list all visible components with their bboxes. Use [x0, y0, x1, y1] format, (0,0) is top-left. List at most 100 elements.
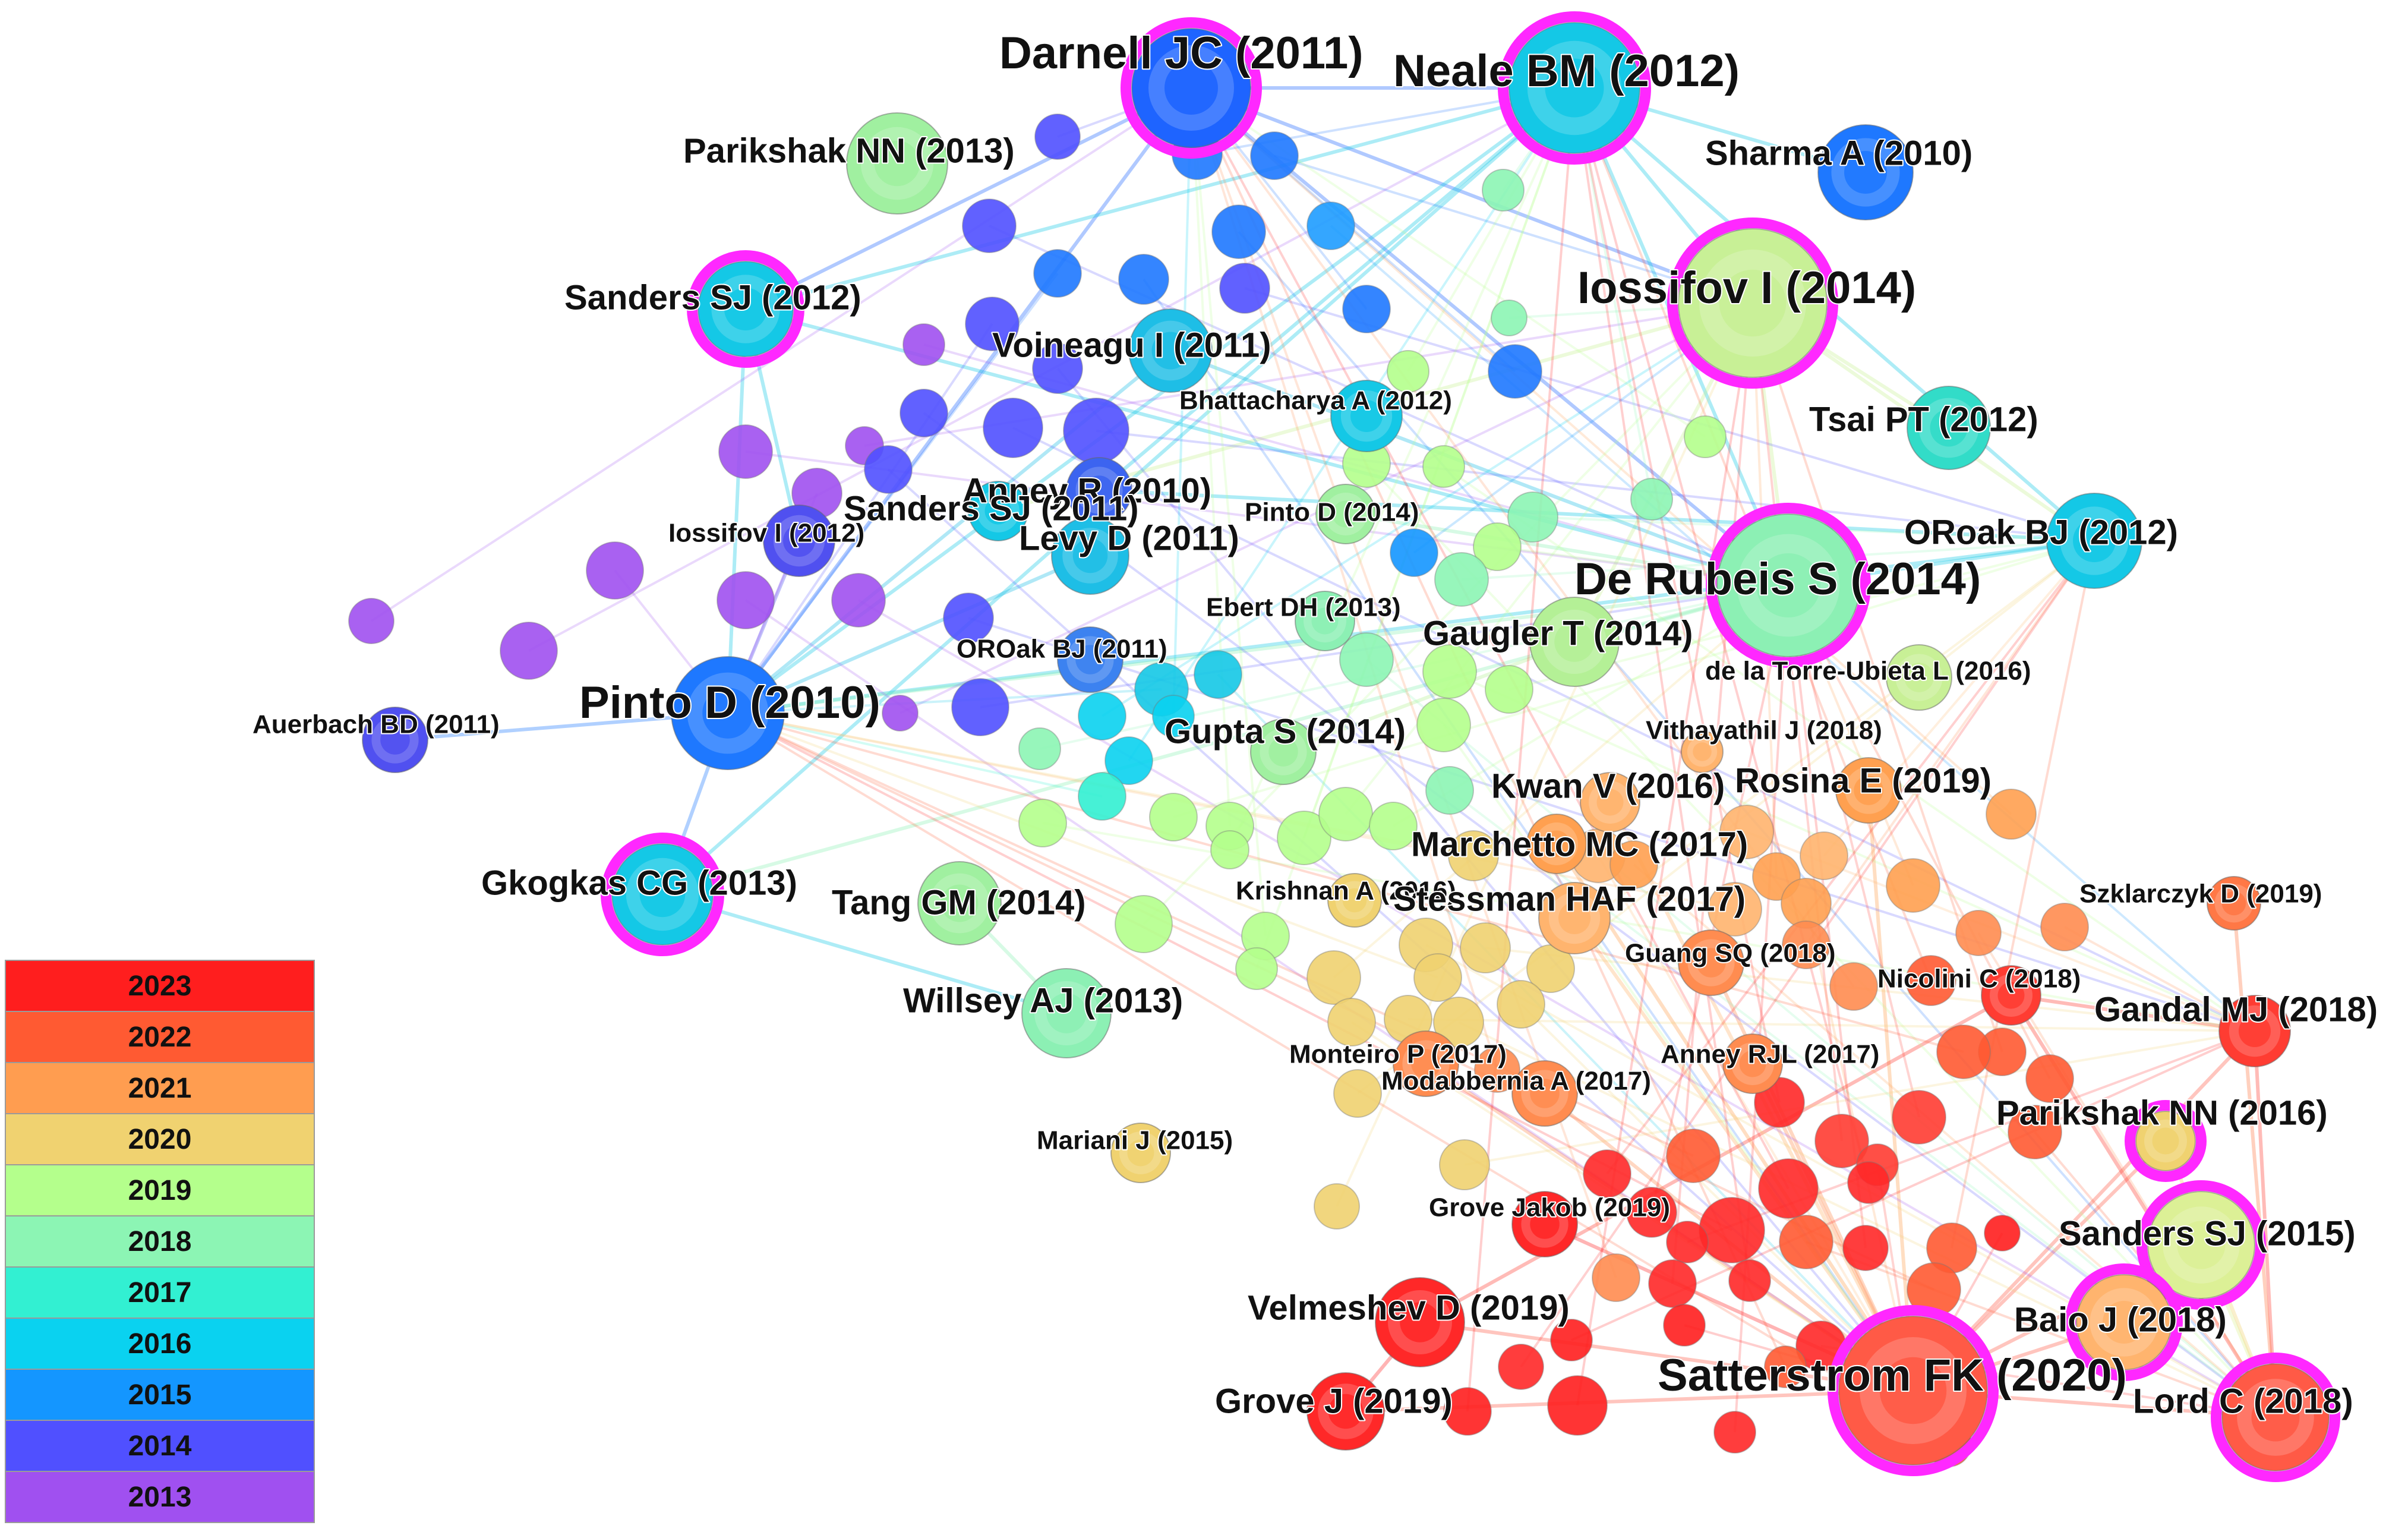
node-core: [2103, 1301, 2145, 1344]
citation-edge: [1951, 540, 2095, 1249]
node-label: Rosina E (2019): [1735, 761, 1992, 800]
network-node: [1327, 998, 1376, 1047]
network-node: [900, 389, 948, 437]
node-label: Sanders SJ (2011): [844, 489, 1139, 528]
citation-edge: [1466, 87, 1576, 1412]
citation-edge: [1671, 302, 1754, 1284]
citation-edge: [1096, 430, 2095, 542]
node-core: [1268, 737, 1298, 767]
network-node: [1984, 1215, 2021, 1252]
network-node: [2040, 903, 2089, 951]
labeled-node: [1315, 484, 1376, 544]
labeled-node: [1828, 1305, 1999, 1476]
node-label: Gupta S (2014): [1164, 712, 1406, 751]
network-node: [1118, 254, 1169, 305]
network-node: [1034, 114, 1081, 160]
network-node: [1764, 1345, 1807, 1388]
network-node: [1448, 830, 1499, 881]
citation-burst-ring: [2136, 1180, 2266, 1310]
citation-edge: [1190, 87, 1790, 1189]
labeled-node: [1722, 1033, 1783, 1094]
citation-edge: [662, 893, 1067, 1015]
node-label: Sharma A (2010): [1705, 134, 1973, 172]
labeled-node: [846, 112, 948, 215]
network-node: [1104, 736, 1153, 785]
network-node: [983, 398, 1043, 458]
node-core: [1756, 553, 1820, 617]
network-node: [1416, 698, 1471, 752]
node-label: Auerbach BD (2011): [253, 710, 500, 739]
node-core: [1164, 61, 1218, 115]
node-label: Baio J (2018): [2014, 1300, 2227, 1339]
network-node: [1018, 727, 1061, 770]
node-label: Parikshak NN (2016): [1996, 1093, 2328, 1132]
network-node: [1626, 1187, 1677, 1238]
network-node: [1886, 858, 1940, 913]
citation-edge: [727, 554, 1091, 715]
citation-edge: [1751, 302, 1843, 1142]
node-label: Pinto D (2010): [579, 677, 880, 728]
citation-edge: [1443, 724, 1914, 1392]
node-core: [984, 497, 1012, 525]
citation-edge: [727, 712, 1438, 979]
node-label: Neale BM (2012): [1393, 46, 1740, 96]
labeled-node: [1667, 218, 1838, 389]
network-node: [1078, 692, 1126, 740]
citation-burst-ring: [1667, 218, 1838, 389]
network-node: [1422, 644, 1477, 699]
network-node: [1699, 1197, 1765, 1263]
network-node: [1425, 766, 1474, 815]
node-core: [1696, 948, 1726, 978]
network-node: [1413, 953, 1462, 1002]
network-node: [1905, 955, 1956, 1006]
network-node: [1758, 1158, 1819, 1219]
legend-entry: 2018: [5, 1215, 315, 1268]
node-label: Iossifov I (2012): [668, 519, 864, 548]
node-label: Voineagu I (2011): [992, 326, 1271, 364]
node-core: [702, 688, 753, 739]
node-core: [783, 525, 815, 557]
node-core: [1127, 1139, 1154, 1167]
citation-burst-ring: [1121, 17, 1262, 159]
network-node: [1219, 263, 1270, 314]
network-node: [1339, 632, 1394, 687]
node-label: Anney R (2010): [962, 471, 1211, 510]
legend-entry: 2019: [5, 1164, 315, 1216]
node-label: De Rubeis S (2014): [1574, 554, 1981, 604]
citation-edge: [1606, 540, 2095, 1175]
network-node: [1369, 802, 1418, 850]
citation-edge: [1407, 1018, 2255, 1032]
network-node: [1433, 997, 1484, 1048]
labeled-node: [1327, 873, 1382, 928]
node-label: Anney RJL (2017): [1661, 1040, 1879, 1069]
node-label: Nicolini C (2018): [1877, 965, 2081, 994]
network-node: [2025, 1054, 2074, 1103]
labeled-node-layer: [362, 11, 2340, 1482]
node-label: OROak BJ (2011): [957, 635, 1167, 664]
citation-edge: [1169, 349, 1790, 587]
node-core: [1739, 1050, 1766, 1077]
network-node: [1473, 522, 1522, 571]
legend-entry: 2017: [5, 1266, 315, 1319]
legend-entry: 2020: [5, 1113, 315, 1165]
network-node: [1390, 528, 1438, 577]
node-core: [1930, 409, 1968, 447]
labeled-node: [2125, 1100, 2207, 1182]
citation-edge: [726, 308, 747, 714]
citation-edge: [1056, 367, 1914, 1392]
network-node: [1033, 249, 1082, 298]
labeled-node: [1057, 626, 1123, 693]
legend-entry: 2022: [5, 1011, 315, 1063]
node-core: [2073, 519, 2116, 562]
labeled-node: [1538, 882, 1611, 954]
citation-edge: [1805, 540, 2095, 946]
network-node: [1491, 300, 1528, 336]
network-node: [1842, 1225, 1889, 1271]
citation-edge: [1867, 790, 1915, 1391]
node-core: [1545, 58, 1604, 118]
node-label: Levy D (2011): [1019, 519, 1239, 557]
citation-edge: [2011, 994, 2255, 1033]
citation-edge: [1787, 585, 1920, 1118]
citation-burst-ring: [2211, 1353, 2340, 1482]
